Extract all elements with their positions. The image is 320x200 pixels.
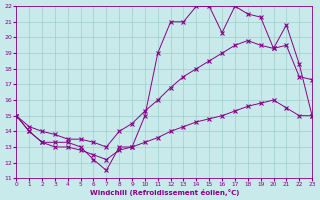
X-axis label: Windchill (Refroidissement éolien,°C): Windchill (Refroidissement éolien,°C) — [90, 189, 239, 196]
